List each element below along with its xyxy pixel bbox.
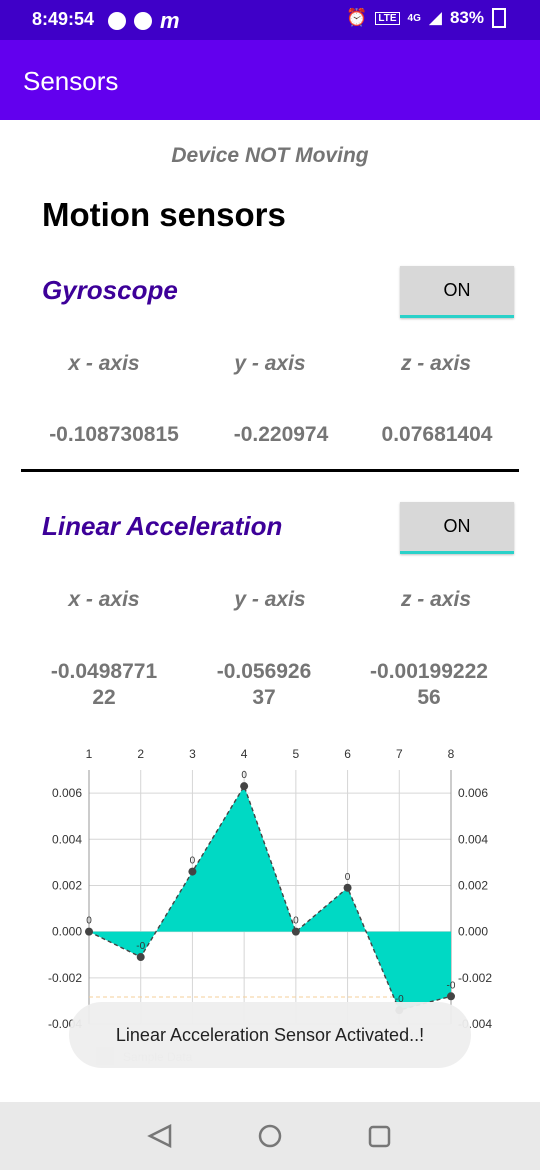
circle-notification-icon: [134, 12, 152, 30]
gyro-y-value: -0.220974: [233, 423, 329, 446]
data-point: [188, 867, 197, 876]
system-icons: ⏰ LTE 4G ◢ 83%: [346, 8, 506, 28]
lin-x-value: -0.0498771 22: [50, 660, 158, 709]
x-tick-label: 2: [137, 747, 144, 761]
acceleration-chart: 1 2 3 4 5 6 7 8 0.006 0.006 0.004 0.004 0.002 0.002 0.…: [48, 747, 492, 1065]
y-tick-label-right: 0.000: [458, 925, 488, 939]
series-area: [89, 786, 451, 1011]
linear-acceleration-title: Linear Acceleration: [42, 511, 283, 541]
section-divider: [21, 469, 519, 472]
app-bar: Sensors: [0, 40, 540, 120]
data-point: [136, 953, 145, 962]
x-tick-label: 7: [396, 747, 403, 761]
y-tick-label-right: 0.004: [458, 832, 488, 846]
back-icon[interactable]: [147, 1123, 172, 1149]
movement-status: Device NOT Moving: [171, 144, 369, 167]
gyro-z-label: z - axis: [400, 352, 472, 375]
x-tick-label: 8: [448, 747, 455, 761]
gyro-z-value: 0.07681404: [381, 423, 493, 446]
x-tick-label: 1: [86, 747, 93, 761]
y-tick-label-left: 0.006: [52, 786, 82, 800]
toast-message: Linear Acceleration Sensor Activated..!: [69, 1002, 471, 1068]
data-label: 0: [293, 916, 299, 927]
data-label: -0: [447, 980, 456, 991]
data-label: -0: [395, 994, 404, 1005]
data-label: 0: [345, 872, 351, 883]
lin-y-label: y - axis: [234, 588, 306, 611]
recents-icon[interactable]: [368, 1125, 391, 1148]
lin-y-value: -0.056926 37: [216, 660, 312, 709]
data-label: 0: [86, 916, 92, 927]
series-line: [88, 784, 452, 1011]
data-label: 0: [190, 856, 196, 867]
y-tick-label-left: -0.002: [48, 971, 82, 985]
gyro-y-label: y - axis: [234, 352, 306, 375]
app-title: Sensors: [23, 66, 119, 96]
y-tick-label-left: 0.002: [52, 878, 82, 892]
page-heading: Motion sensors: [42, 196, 286, 233]
gyroscope-toggle-button[interactable]: ON: [400, 266, 514, 318]
y-tick-label-left: 0.000: [52, 925, 82, 939]
notification-icon: [108, 12, 126, 30]
battery-icon: [492, 8, 506, 28]
data-point: [85, 927, 93, 936]
y-tick-label-right: 0.002: [458, 878, 488, 892]
data-point: [343, 883, 352, 892]
m-app-icon: m: [160, 8, 180, 33]
lin-z-label: z - axis: [400, 588, 472, 611]
signal-icon: ◢: [428, 8, 442, 27]
x-tick-label: 4: [241, 747, 248, 761]
network-type: 4G: [407, 12, 421, 24]
alarm-icon: ⏰: [346, 8, 368, 27]
lin-x-label: x - axis: [68, 588, 140, 611]
x-tick-label: 6: [344, 747, 351, 761]
x-tick-label: 5: [293, 747, 300, 761]
data-point: [240, 782, 249, 791]
data-label: 0: [241, 770, 247, 781]
linear-acceleration-toggle-button[interactable]: ON: [400, 502, 514, 554]
y-tick-label-right: -0.002: [458, 971, 492, 985]
notification-icons: m: [108, 8, 180, 34]
data-point: [447, 992, 455, 1001]
x-tick-label: 3: [189, 747, 196, 761]
gyroscope-title: Gyroscope: [42, 275, 178, 305]
lin-z-value: -0.00199222 56: [370, 660, 488, 709]
volte-icon: LTE: [375, 11, 400, 25]
battery-percent: 83%: [449, 8, 484, 27]
gyro-x-label: x - axis: [68, 352, 140, 375]
data-label: -0: [136, 941, 145, 952]
y-tick-label-left: 0.004: [52, 832, 82, 846]
gyro-x-value: -0.108730815: [49, 423, 179, 446]
status-bar: 8:49:54 m ⏰ LTE 4G ◢ 83%: [0, 0, 540, 40]
data-point: [291, 927, 300, 936]
home-icon[interactable]: [258, 1124, 282, 1148]
y-tick-label-right: 0.006: [458, 786, 488, 800]
navigation-bar: [0, 1102, 540, 1170]
status-time: 8:49:54: [32, 9, 95, 29]
